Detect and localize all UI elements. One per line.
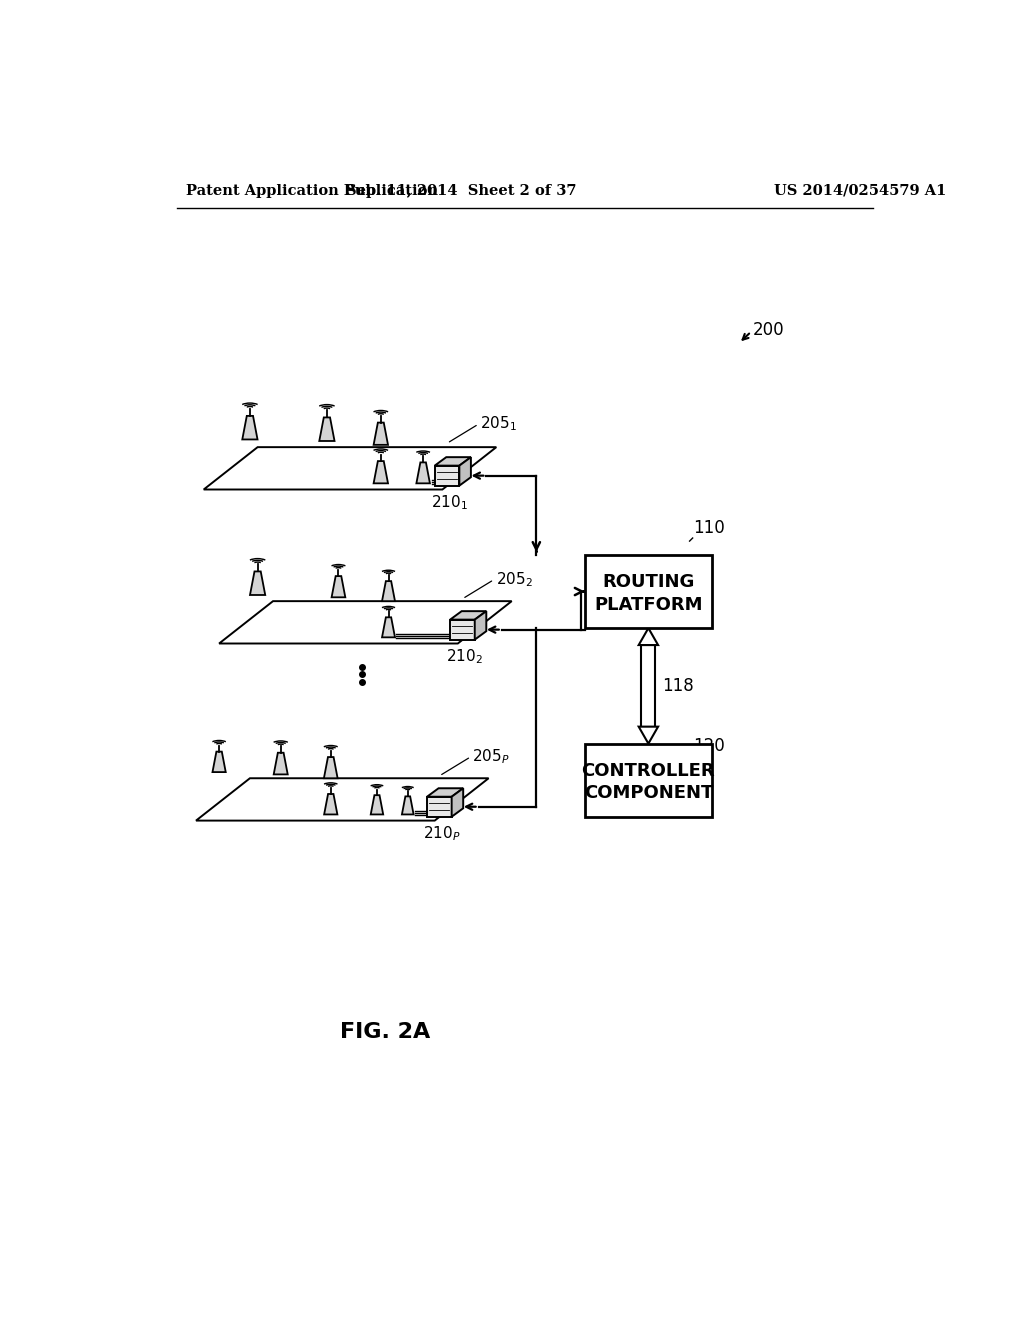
Text: $210_2$: $210_2$ <box>446 647 483 667</box>
Polygon shape <box>401 796 414 814</box>
Polygon shape <box>427 788 463 797</box>
Text: Sep. 11, 2014  Sheet 2 of 37: Sep. 11, 2014 Sheet 2 of 37 <box>346 183 577 198</box>
Polygon shape <box>639 628 658 645</box>
Text: Patent Application Publication: Patent Application Publication <box>186 183 438 198</box>
Text: CONTROLLER: CONTROLLER <box>582 762 715 780</box>
Text: US 2014/0254579 A1: US 2014/0254579 A1 <box>774 183 946 198</box>
Text: 200: 200 <box>753 321 784 339</box>
Text: FIG. 2A: FIG. 2A <box>340 1023 430 1043</box>
Polygon shape <box>427 797 452 817</box>
Text: 118: 118 <box>663 677 694 694</box>
Polygon shape <box>451 611 486 619</box>
Text: $210_1$: $210_1$ <box>431 494 468 512</box>
Text: 120: 120 <box>692 737 724 755</box>
FancyBboxPatch shape <box>585 743 712 817</box>
Text: $210_P$: $210_P$ <box>423 825 461 843</box>
Polygon shape <box>250 572 265 595</box>
Polygon shape <box>475 611 486 640</box>
Polygon shape <box>374 461 388 483</box>
Polygon shape <box>382 618 395 638</box>
FancyBboxPatch shape <box>585 554 712 628</box>
Text: 110: 110 <box>692 519 724 537</box>
Polygon shape <box>460 457 471 486</box>
Polygon shape <box>219 601 512 644</box>
Text: $205_P$: $205_P$ <box>472 747 510 766</box>
Text: ROUTING: ROUTING <box>602 573 694 591</box>
Text: PLATFORM: PLATFORM <box>594 595 702 614</box>
Polygon shape <box>435 466 460 486</box>
Polygon shape <box>641 645 655 726</box>
Polygon shape <box>417 462 430 483</box>
Polygon shape <box>325 793 337 814</box>
Polygon shape <box>639 726 658 743</box>
Text: $205_2$: $205_2$ <box>496 570 532 589</box>
Polygon shape <box>435 457 471 466</box>
Polygon shape <box>374 422 388 445</box>
Polygon shape <box>332 576 345 598</box>
Polygon shape <box>451 619 475 640</box>
Polygon shape <box>319 417 335 441</box>
Polygon shape <box>371 795 383 814</box>
Text: COMPONENT: COMPONENT <box>584 784 713 803</box>
Polygon shape <box>452 788 463 817</box>
Polygon shape <box>382 581 395 601</box>
Polygon shape <box>196 779 488 821</box>
Polygon shape <box>324 758 338 779</box>
Polygon shape <box>243 416 257 440</box>
Polygon shape <box>273 752 288 775</box>
Polygon shape <box>213 751 225 772</box>
Polygon shape <box>204 447 497 490</box>
Text: $205_1$: $205_1$ <box>480 414 517 433</box>
